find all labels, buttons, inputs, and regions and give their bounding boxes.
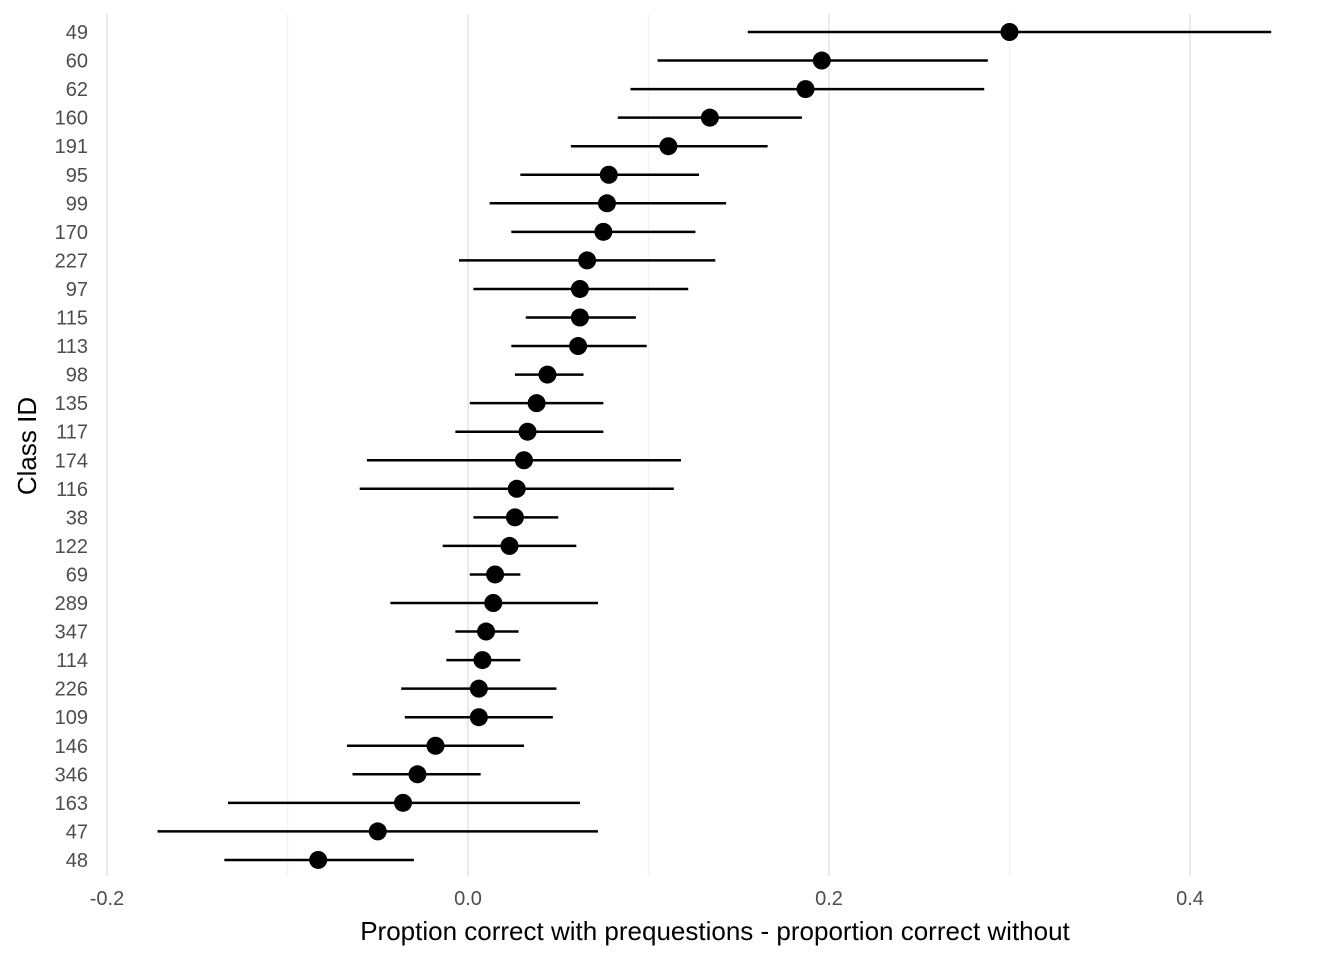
- gridlines: [106, 14, 1191, 876]
- y-tick-label: 174: [55, 450, 88, 472]
- point-113: [569, 337, 588, 356]
- point-62: [796, 80, 815, 99]
- point-49: [1000, 23, 1019, 41]
- y-tick-label: 99: [66, 193, 88, 215]
- estimate-points: [309, 23, 1019, 869]
- y-tick-label: 117: [56, 422, 88, 444]
- point-135: [527, 394, 546, 413]
- x-tick-label: 0.4: [1176, 888, 1204, 910]
- y-tick-label: 69: [66, 564, 88, 586]
- y-tick-label: 114: [56, 650, 88, 672]
- y-tick-label: 62: [66, 79, 88, 101]
- y-tick-label: 170: [55, 222, 88, 244]
- y-tick-label: 98: [66, 365, 88, 387]
- point-191: [659, 137, 678, 156]
- y-tick-label: 49: [66, 22, 88, 44]
- y-tick-label: 146: [55, 736, 88, 758]
- x-tick-label: 0.0: [454, 888, 482, 910]
- y-tick-label: 113: [56, 336, 88, 358]
- y-tick-label: 347: [55, 622, 88, 644]
- point-122: [500, 536, 519, 555]
- y-tick-label: 38: [66, 507, 88, 529]
- point-98: [538, 365, 557, 384]
- point-226: [469, 679, 488, 698]
- y-axis-title: Class ID: [12, 397, 42, 495]
- y-tick-label: 116: [56, 479, 88, 501]
- y-tick-label: 122: [55, 536, 88, 558]
- y-tick-label: 191: [55, 136, 88, 158]
- point-48: [309, 850, 328, 869]
- point-163: [394, 793, 413, 812]
- point-346: [408, 765, 427, 784]
- y-tick-label: 97: [66, 279, 88, 301]
- point-170: [594, 222, 613, 241]
- point-146: [426, 736, 445, 755]
- y-tick-label: 163: [55, 793, 88, 815]
- y-tick-label: 47: [66, 821, 88, 843]
- x-tick-label: 0.2: [815, 888, 843, 910]
- point-95: [599, 165, 618, 184]
- y-tick-label: 135: [55, 393, 88, 415]
- point-99: [597, 194, 616, 213]
- confidence-intervals: [157, 30, 1272, 862]
- y-axis-tick-labels: 49 60 62 160 191 95 99 170 227 97 115 113 98 135 117 17…: [55, 22, 88, 872]
- y-tick-label: 227: [55, 250, 88, 272]
- point-227: [578, 251, 597, 270]
- y-tick-label: 289: [55, 593, 88, 615]
- y-tick-label: 95: [66, 165, 88, 187]
- y-tick-label: 226: [55, 679, 88, 701]
- y-tick-label: 346: [55, 764, 88, 786]
- point-69: [486, 565, 505, 584]
- point-174: [514, 451, 533, 470]
- point-116: [507, 479, 526, 498]
- y-tick-label: 109: [55, 707, 88, 729]
- point-47: [368, 822, 387, 841]
- x-axis-tick-labels: -0.2 0.0 0.2 0.4: [90, 888, 1204, 910]
- point-38: [505, 508, 524, 527]
- x-axis-title: Proption correct with prequestions - pro…: [360, 916, 1070, 946]
- y-tick-label: 160: [55, 108, 88, 130]
- y-tick-label: 60: [66, 51, 88, 73]
- point-60: [812, 51, 831, 70]
- y-tick-label: 115: [56, 308, 88, 330]
- x-tick-label: -0.2: [90, 888, 124, 910]
- point-289: [484, 594, 503, 612]
- point-114: [473, 651, 492, 670]
- point-97: [570, 279, 589, 298]
- point-115: [570, 308, 589, 327]
- point-347: [477, 622, 496, 641]
- point-109: [469, 708, 488, 727]
- point-117: [518, 422, 537, 441]
- point-160: [700, 108, 719, 127]
- y-tick-label: 48: [66, 850, 88, 872]
